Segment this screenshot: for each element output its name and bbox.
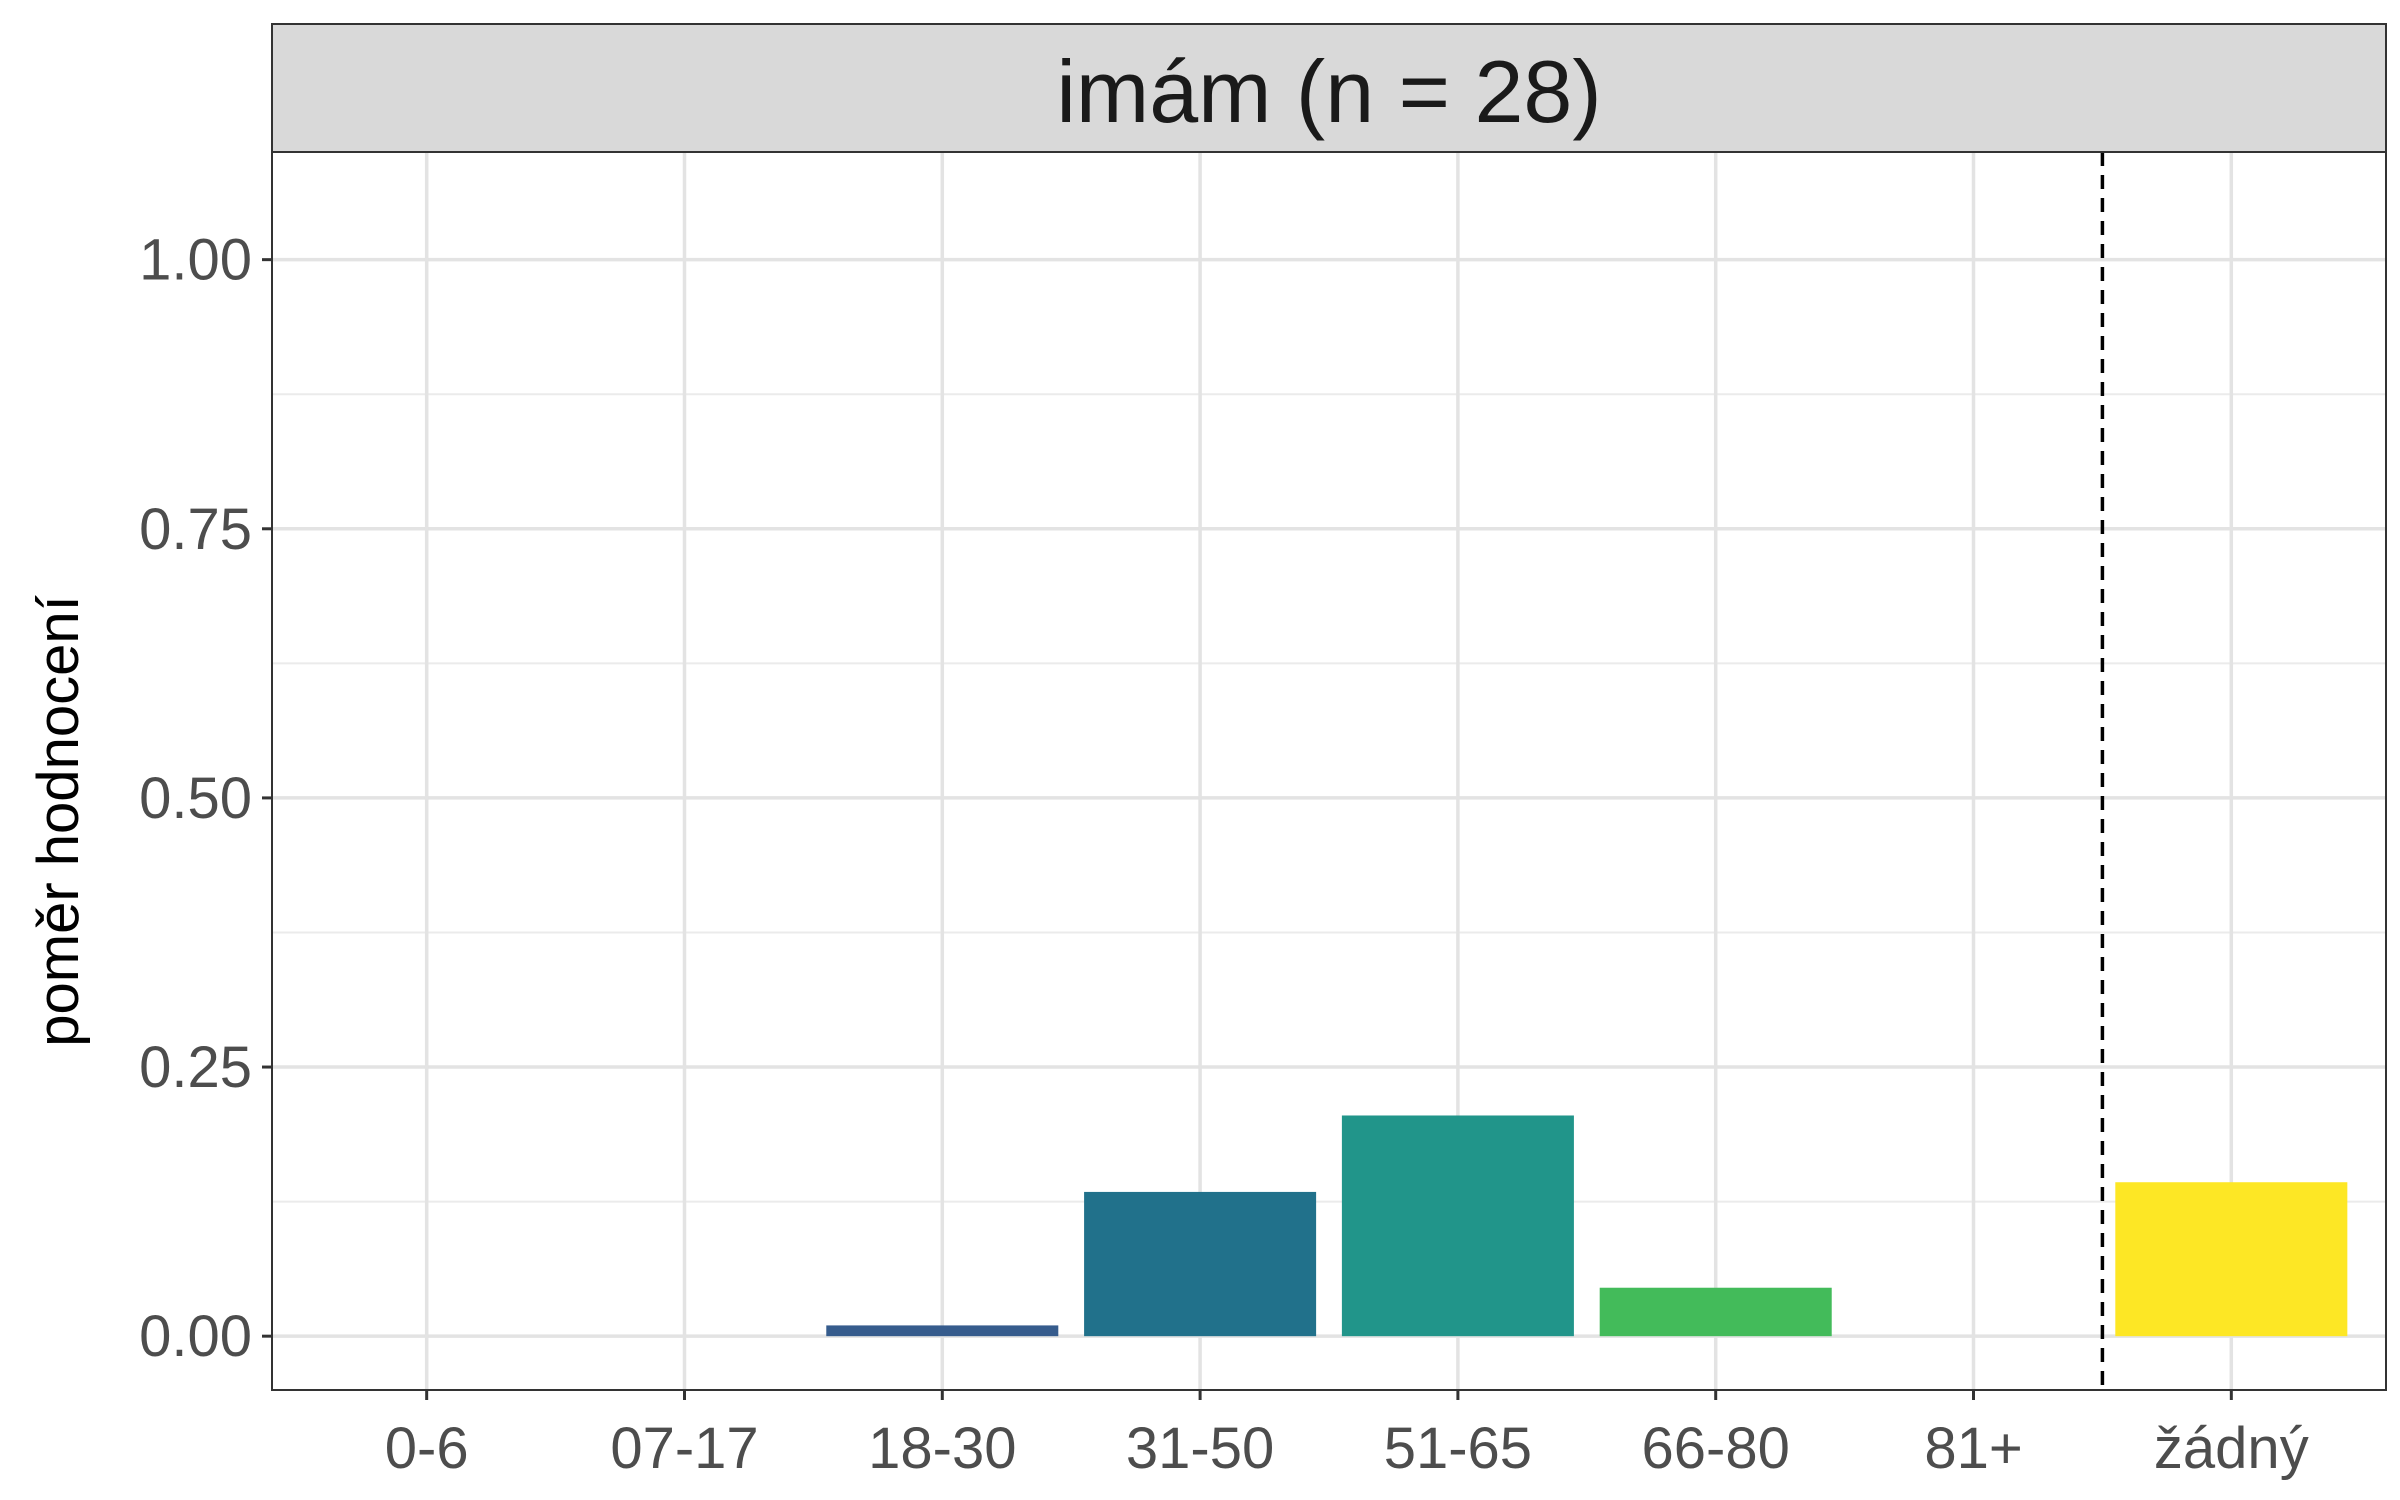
x-tick-label: 31-50 [1126, 1416, 1274, 1481]
x-tick-label: 18-30 [868, 1416, 1016, 1481]
bar-51-65 [1341, 1115, 1574, 1337]
x-tick-label: 0-6 [385, 1416, 469, 1481]
bar-18-30 [826, 1325, 1059, 1337]
chart-title: imám (n = 28) [1056, 42, 1601, 141]
y-axis-title: poměr hodnocení [26, 595, 91, 1046]
grid [272, 152, 2386, 1390]
y-tick-label: 0.75 [139, 497, 252, 562]
x-tick-label: 51-65 [1384, 1416, 1532, 1481]
y-tick-label: 1.00 [139, 228, 252, 293]
bars [826, 1115, 2348, 1337]
y-axis: 0.00 0.25 0.50 0.75 1.00 [139, 228, 272, 1369]
bar-žádný [2115, 1182, 2348, 1337]
bar-31-50 [1084, 1191, 1317, 1337]
x-tick-label: 07-17 [610, 1416, 758, 1481]
y-tick-label: 0.00 [139, 1304, 252, 1369]
x-tick-label: 81+ [1924, 1416, 2022, 1481]
facet-strip [271, 23, 2387, 153]
panel-border [271, 151, 2387, 1391]
x-axis: 0-6 07-17 18-30 31-50 51-65 66-80 81+ žádný [385, 1390, 2309, 1481]
bar-66-80 [1599, 1287, 1832, 1337]
y-tick-label: 0.25 [139, 1035, 252, 1100]
x-tick-label: 66-80 [1642, 1416, 1790, 1481]
y-tick-label: 0.50 [139, 766, 252, 831]
x-tick-label: žádný [2154, 1416, 2309, 1481]
